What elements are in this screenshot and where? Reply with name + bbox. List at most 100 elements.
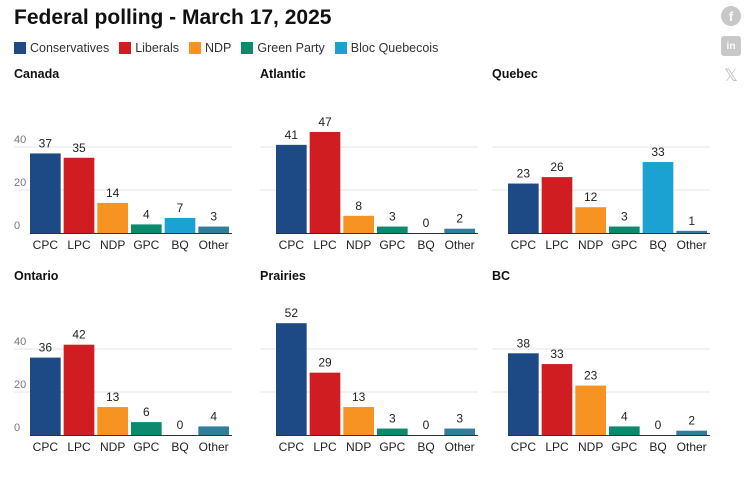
bc-category-label-gpc: GPC: [611, 440, 637, 454]
prairies-category-label-bq: BQ: [417, 440, 434, 454]
prairies-value-label-lpc: 29: [318, 356, 332, 370]
prairies-value-label-ndp: 13: [352, 390, 366, 404]
ontario-value-label-lpc: 42: [72, 328, 86, 342]
canada-value-label-cpc: 37: [39, 136, 53, 150]
atlantic-value-label-lpc: 47: [318, 115, 332, 129]
atlantic-panel-title: Atlantic: [260, 67, 306, 81]
page-title: Federal polling - March 17, 2025: [14, 6, 332, 29]
atlantic-value-label-ndp: 8: [355, 199, 362, 213]
prairies-category-label-cpc: CPC: [279, 440, 305, 454]
bc-value-label-gpc: 4: [621, 409, 628, 423]
atlantic-category-label-bq: BQ: [417, 238, 434, 252]
bc-bar-ndp: [575, 385, 606, 435]
quebec-value-label-bq: 33: [651, 145, 665, 159]
quebec-panel-title: Quebec: [492, 67, 538, 81]
atlantic-category-label-gpc: GPC: [379, 238, 405, 252]
canada-value-label-ndp: 14: [106, 186, 120, 200]
legend-item-ndp[interactable]: NDP: [188, 41, 232, 55]
ontario-category-label-other: Other: [199, 440, 229, 454]
atlantic-bar-ndp: [343, 215, 374, 233]
legend-label: Green Party: [257, 41, 325, 55]
linkedin-icon[interactable]: in: [721, 36, 741, 56]
atlantic-category-label-ndp: NDP: [346, 238, 371, 252]
prairies-category-label-other: Other: [445, 440, 475, 454]
prairies-bar-ndp: [343, 407, 374, 435]
canada-bar-lpc: [63, 157, 95, 233]
atlantic-value-label-gpc: 3: [389, 210, 396, 224]
x-icon[interactable]: 𝕏: [724, 66, 738, 85]
canada-panel-title: Canada: [14, 67, 60, 81]
ontario-y-tick-label: 40: [14, 336, 26, 348]
atlantic-bar-lpc: [309, 131, 341, 233]
legend-label: Conservatives: [30, 41, 110, 55]
quebec-category-label-bq: BQ: [649, 238, 666, 252]
atlantic-value-label-other: 2: [456, 212, 463, 226]
quebec-bar-other: [676, 230, 707, 233]
ontario-bar-other: [198, 426, 229, 435]
canada-value-label-other: 3: [210, 210, 217, 224]
prairies-value-label-cpc: 52: [285, 306, 299, 320]
canada-bar-gpc: [131, 224, 162, 233]
legend-item-conservatives[interactable]: Conservatives: [14, 41, 109, 55]
prairies-value-label-bq: 0: [423, 418, 430, 432]
ontario-value-label-bq: 0: [177, 418, 184, 432]
bc-category-label-cpc: CPC: [511, 440, 537, 454]
ontario-y-tick-label: 0: [14, 422, 20, 434]
canada-bar-other: [198, 226, 229, 233]
atlantic-category-label-lpc: LPC: [313, 238, 337, 252]
canada-category-label-cpc: CPC: [33, 238, 59, 252]
bc-bar-lpc: [541, 364, 573, 435]
bc-bar-cpc: [508, 353, 539, 435]
ontario-bar-gpc: [131, 422, 162, 435]
canada-bar-cpc: [30, 153, 61, 233]
prairies-bar-other: [444, 428, 475, 435]
quebec-value-label-ndp: 12: [584, 190, 598, 204]
ontario-bar-lpc: [63, 344, 95, 435]
legend-swatch: [188, 42, 201, 54]
quebec-bar-cpc: [508, 183, 539, 233]
canada-category-label-bq: BQ: [171, 238, 188, 252]
bc-value-label-other: 2: [688, 414, 695, 428]
prairies-bar-gpc: [377, 428, 408, 435]
quebec-category-label-cpc: CPC: [511, 238, 537, 252]
ontario-value-label-other: 4: [210, 409, 217, 423]
canada-y-tick-label: 40: [14, 134, 26, 146]
legend-swatch: [119, 42, 132, 54]
atlantic-bar-other: [444, 228, 475, 233]
prairies-category-label-ndp: NDP: [346, 440, 371, 454]
quebec-value-label-other: 1: [688, 214, 695, 228]
legend-label: NDP: [204, 41, 232, 55]
ontario-category-label-gpc: GPC: [133, 440, 159, 454]
ontario-category-label-ndp: NDP: [100, 440, 125, 454]
canada-y-tick-label: 0: [14, 220, 20, 232]
atlantic-value-label-cpc: 41: [285, 128, 299, 142]
ontario-panel-title: Ontario: [14, 269, 59, 283]
bc-category-label-bq: BQ: [649, 440, 666, 454]
facebook-icon[interactable]: f: [721, 6, 741, 26]
ontario-bar-ndp: [97, 407, 128, 435]
prairies-category-label-gpc: GPC: [379, 440, 405, 454]
canada-value-label-lpc: 35: [72, 141, 86, 155]
legend-item-bloc-quebecois[interactable]: Bloc Quebecois: [334, 41, 439, 55]
quebec-bar-bq: [642, 162, 674, 233]
prairies-bar-cpc: [276, 323, 307, 435]
prairies-value-label-gpc: 3: [389, 412, 396, 426]
ontario-value-label-ndp: 13: [106, 390, 120, 404]
prairies-bar-lpc: [309, 372, 341, 435]
legend-item-liberals[interactable]: Liberals: [119, 41, 179, 55]
canada-y-tick-label: 20: [14, 177, 26, 189]
prairies-category-label-lpc: LPC: [313, 440, 337, 454]
legend: Conservatives Liberals NDP Green Party B…: [14, 41, 438, 55]
quebec-category-label-gpc: GPC: [611, 238, 637, 252]
prairies-value-label-other: 3: [456, 412, 463, 426]
bc-value-label-bq: 0: [655, 418, 662, 432]
bc-category-label-ndp: NDP: [578, 440, 603, 454]
quebec-category-label-lpc: LPC: [545, 238, 569, 252]
ontario-category-label-cpc: CPC: [33, 440, 59, 454]
canada-category-label-ndp: NDP: [100, 238, 125, 252]
legend-item-green-party[interactable]: Green Party: [241, 41, 325, 55]
atlantic-bar-cpc: [276, 144, 307, 233]
bc-category-label-lpc: LPC: [545, 440, 569, 454]
legend-label: Bloc Quebecois: [350, 41, 439, 55]
quebec-bar-gpc: [609, 226, 640, 233]
